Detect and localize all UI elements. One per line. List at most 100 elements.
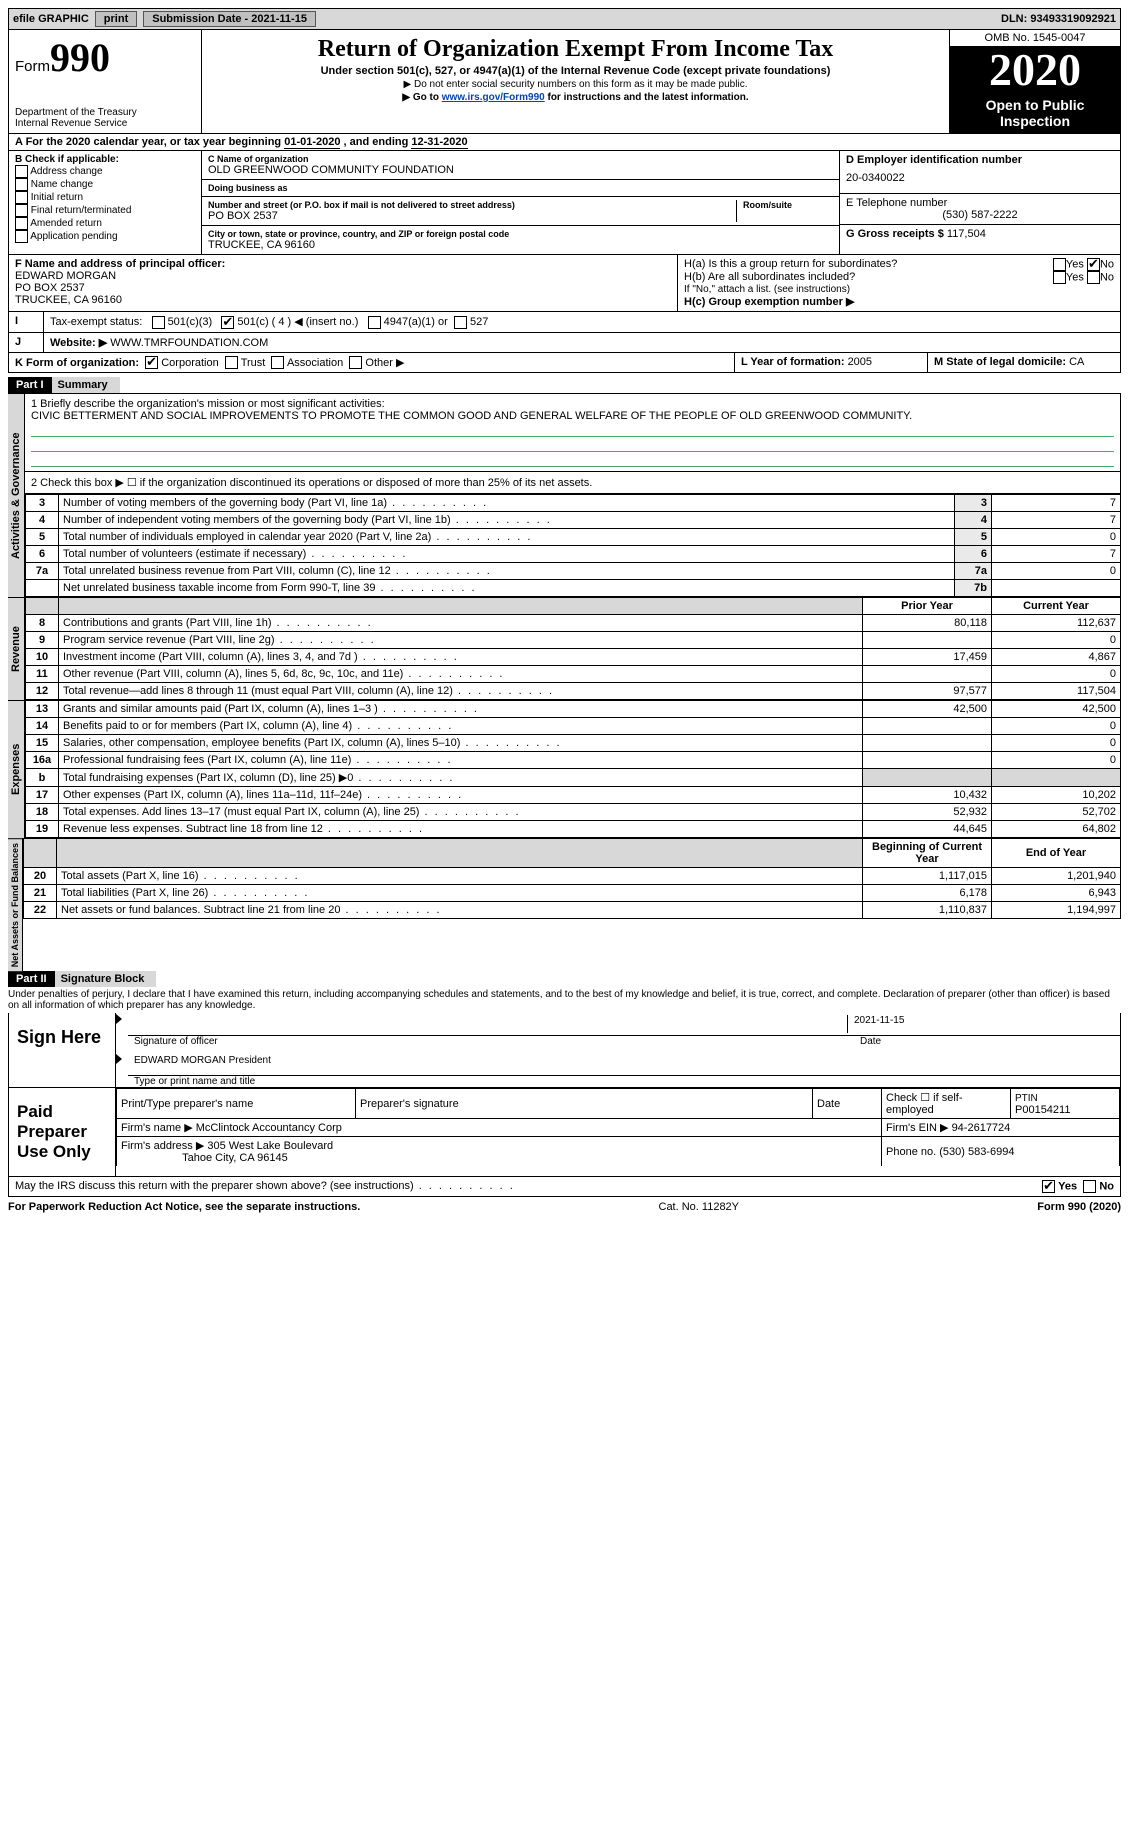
signature-block: Sign Here 2021-11-15 Signature of office… [8, 1013, 1121, 1088]
instructions-link[interactable]: www.irs.gov/Form990 [442, 92, 545, 103]
netassets-section: Net Assets or Fund Balances Beginning of… [8, 838, 1121, 971]
firm-name: McClintock Accountancy Corp [196, 1122, 342, 1134]
preparer-table: Print/Type preparer's name Preparer's si… [116, 1088, 1120, 1166]
dba-cell: Doing business as [202, 180, 839, 197]
form-header: Form990 Department of the Treasury Inter… [8, 30, 1121, 134]
header-title-block: Return of Organization Exempt From Incom… [202, 30, 949, 133]
table-row: 14Benefits paid to or for members (Part … [26, 718, 1121, 735]
expenses-label: Expenses [8, 700, 25, 838]
check-if-applicable: B Check if applicable: Address change Na… [9, 151, 202, 254]
sign-here-label: Sign Here [9, 1013, 116, 1087]
print-button[interactable]: print [95, 11, 137, 27]
page-footer: For Paperwork Reduction Act Notice, see … [8, 1201, 1121, 1213]
table-row: 13Grants and similar amounts paid (Part … [26, 701, 1121, 718]
table-row: 21Total liabilities (Part X, line 26)6,1… [24, 885, 1121, 902]
ha-no-checkbox[interactable] [1087, 258, 1100, 271]
pointer-icon [116, 1054, 122, 1064]
check-final-return[interactable]: Final return/terminated [15, 204, 195, 217]
status-501c-checkbox[interactable] [221, 316, 234, 329]
governance-section: Activities & Governance 1 Briefly descri… [8, 393, 1121, 597]
table-row: 17Other expenses (Part IX, column (A), l… [26, 787, 1121, 804]
discuss-no-checkbox[interactable] [1083, 1180, 1096, 1193]
table-row: 3Number of voting members of the governi… [26, 495, 1121, 512]
expenses-table: 13Grants and similar amounts paid (Part … [25, 700, 1121, 838]
header-left: Form990 Department of the Treasury Inter… [9, 30, 202, 133]
hb-yes-checkbox[interactable] [1053, 271, 1066, 284]
paid-preparer-block: Paid Preparer Use Only Print/Type prepar… [8, 1088, 1121, 1177]
ssn-warning: ▶ Do not enter social security numbers o… [206, 79, 945, 90]
check-amended-return[interactable]: Amended return [15, 217, 195, 230]
ein-cell: D Employer identification number 20-0340… [840, 151, 1120, 194]
status-527-checkbox[interactable] [454, 316, 467, 329]
name-address-block: C Name of organization OLD GREENWOOD COM… [202, 151, 839, 254]
street-cell: Number and street (or P.O. box if mail i… [202, 197, 839, 226]
table-row: 4Number of independent voting members of… [26, 512, 1121, 529]
street-address: PO BOX 2537 [208, 210, 736, 222]
k-trust-checkbox[interactable] [225, 356, 238, 369]
phone-cell: E Telephone number (530) 587-2222 [840, 194, 1120, 225]
website-row: J Website: ▶ WWW.TMRFOUNDATION.COM [8, 333, 1121, 353]
check-application-pending[interactable]: Application pending [15, 230, 195, 243]
form-subtitle: Under section 501(c), 527, or 4947(a)(1)… [206, 65, 945, 77]
table-row: 16aProfessional fundraising fees (Part I… [26, 752, 1121, 769]
table-row: 7aTotal unrelated business revenue from … [26, 563, 1121, 580]
revenue-table: Prior YearCurrent Year 8Contributions an… [25, 597, 1121, 700]
governance-label: Activities & Governance [8, 393, 25, 597]
hb-no-checkbox[interactable] [1087, 271, 1100, 284]
k-corporation-checkbox[interactable] [145, 356, 158, 369]
table-row: 22Net assets or fund balances. Subtract … [24, 902, 1121, 919]
table-row: 9Program service revenue (Part VIII, lin… [26, 632, 1121, 649]
gross-receipts: 117,504 [947, 228, 986, 240]
ha-yes-checkbox[interactable] [1053, 258, 1066, 271]
part2-header: Part IISignature Block [8, 971, 1121, 987]
status-4947-checkbox[interactable] [368, 316, 381, 329]
form-title: Return of Organization Exempt From Incom… [206, 36, 945, 63]
org-name: OLD GREENWOOD COMMUNITY FOUNDATION [208, 164, 833, 176]
table-row: 11Other revenue (Part VIII, column (A), … [26, 666, 1121, 683]
submission-date-button[interactable]: Submission Date - 2021-11-15 [143, 11, 316, 27]
ein-phone-block: D Employer identification number 20-0340… [839, 151, 1120, 254]
city-cell: City or town, state or province, country… [202, 226, 839, 254]
h-block: H(a) Is this a group return for subordin… [678, 255, 1120, 311]
check-initial-return[interactable]: Initial return [15, 191, 195, 204]
open-to-public: Open to Public Inspection [950, 93, 1120, 133]
table-row: 5Total number of individuals employed in… [26, 529, 1121, 546]
discuss-yes-checkbox[interactable] [1042, 1180, 1055, 1193]
k-other-checkbox[interactable] [349, 356, 362, 369]
mission-block: 1 Briefly describe the organization's mi… [25, 393, 1121, 472]
efile-label: efile GRAPHIC [13, 13, 89, 25]
status-501c3-checkbox[interactable] [152, 316, 165, 329]
netassets-label: Net Assets or Fund Balances [8, 838, 23, 971]
table-row: 12Total revenue—add lines 8 through 11 (… [26, 683, 1121, 700]
table-row: 8Contributions and grants (Part VIII, li… [26, 615, 1121, 632]
governance-table: 3Number of voting members of the governi… [25, 494, 1121, 597]
officer-printed-name: EDWARD MORGAN President [128, 1053, 1120, 1076]
department-label: Department of the Treasury Internal Reve… [15, 107, 195, 129]
mission-text: CIVIC BETTERMENT AND SOCIAL IMPROVEMENTS… [31, 410, 1114, 422]
city-state-zip: TRUCKEE, CA 96160 [208, 239, 833, 251]
tax-year: 2020 [950, 47, 1120, 93]
org-name-cell: C Name of organization OLD GREENWOOD COM… [202, 151, 839, 180]
pointer-icon [116, 1014, 122, 1024]
phone: (530) 587-2222 [846, 209, 1114, 221]
officer-h-row: F Name and address of principal officer:… [8, 255, 1121, 312]
k-association-checkbox[interactable] [271, 356, 284, 369]
revenue-label: Revenue [8, 597, 25, 700]
line2: 2 Check this box ▶ ☐ if the organization… [25, 472, 1121, 494]
table-row: 6Total number of volunteers (estimate if… [26, 546, 1121, 563]
tax-period: A For the 2020 calendar year, or tax yea… [8, 134, 1121, 151]
filer-info: B Check if applicable: Address change Na… [8, 151, 1121, 255]
check-address-change[interactable]: Address change [15, 165, 195, 178]
revenue-section: Revenue Prior YearCurrent Year 8Contribu… [8, 597, 1121, 700]
table-row: Net unrelated business taxable income fr… [26, 580, 1121, 597]
principal-officer: F Name and address of principal officer:… [9, 255, 678, 311]
dln: DLN: 93493319092921 [1001, 13, 1116, 25]
table-row: 10Investment income (Part VIII, column (… [26, 649, 1121, 666]
check-name-change[interactable]: Name change [15, 178, 195, 191]
netassets-table: Beginning of Current YearEnd of Year 20T… [23, 838, 1121, 919]
table-row: 15Salaries, other compensation, employee… [26, 735, 1121, 752]
table-row: 19Revenue less expenses. Subtract line 1… [26, 821, 1121, 838]
gross-receipts-cell: G Gross receipts $ 117,504 [840, 225, 1120, 243]
part1-header: Part ISummary [8, 377, 1121, 393]
table-row: bTotal fundraising expenses (Part IX, co… [26, 769, 1121, 787]
